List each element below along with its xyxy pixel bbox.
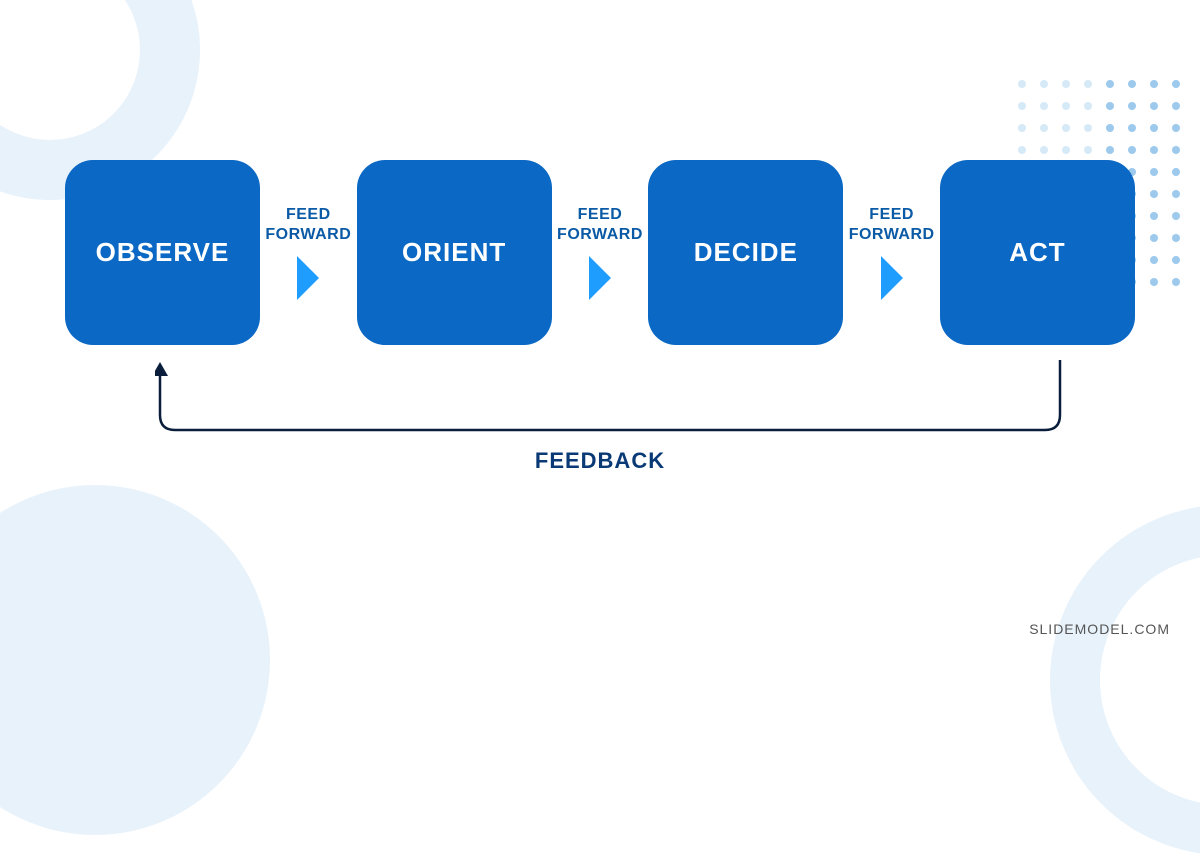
observe-box: OBSERVE <box>65 160 260 345</box>
feedback-label: FEEDBACK <box>0 448 1200 474</box>
observe-label: OBSERVE <box>96 237 230 268</box>
arrow-icon-3 <box>881 256 903 300</box>
ooda-loop-diagram: OBSERVE FEED FORWARD ORIENT FEED FORWARD… <box>65 160 1135 345</box>
decide-label: DECIDE <box>694 237 798 268</box>
act-label: ACT <box>1009 237 1065 268</box>
feed-forward-label-3: FEED FORWARD <box>849 205 935 243</box>
orient-box: ORIENT <box>357 160 552 345</box>
feed-forward-label-2: FEED FORWARD <box>557 205 643 243</box>
feedback-arrow <box>155 360 1065 445</box>
bg-circle-bottom-left <box>0 485 270 835</box>
connector-2: FEED FORWARD <box>552 205 647 299</box>
act-box: ACT <box>940 160 1135 345</box>
arrow-icon-1 <box>297 256 319 300</box>
decide-box: DECIDE <box>648 160 843 345</box>
watermark: SLIDEMODEL.COM <box>1029 621 1170 637</box>
connector-3: FEED FORWARD <box>844 205 939 299</box>
connector-1: FEED FORWARD <box>261 205 356 299</box>
orient-label: ORIENT <box>402 237 506 268</box>
arrow-icon-2 <box>589 256 611 300</box>
bg-circle-bottom-right <box>1050 505 1200 855</box>
feed-forward-label-1: FEED FORWARD <box>265 205 351 243</box>
